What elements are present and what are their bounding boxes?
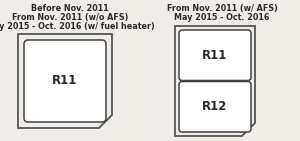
Text: May 2015 - Oct. 2016: May 2015 - Oct. 2016 — [174, 13, 270, 22]
Text: R11: R11 — [202, 49, 228, 62]
FancyBboxPatch shape — [179, 81, 251, 132]
FancyBboxPatch shape — [179, 30, 251, 81]
Text: R12: R12 — [202, 100, 228, 113]
Polygon shape — [18, 34, 112, 128]
Text: From Nov. 2011 (w/ AFS): From Nov. 2011 (w/ AFS) — [167, 4, 278, 13]
Text: May 2015 - Oct. 2016 (w/ fuel heater): May 2015 - Oct. 2016 (w/ fuel heater) — [0, 22, 154, 31]
Text: R11: R11 — [52, 74, 78, 88]
Text: Before Nov. 2011: Before Nov. 2011 — [31, 4, 109, 13]
Text: From Nov. 2011 (w/o AFS): From Nov. 2011 (w/o AFS) — [12, 13, 128, 22]
Polygon shape — [175, 26, 255, 136]
FancyBboxPatch shape — [24, 40, 106, 122]
